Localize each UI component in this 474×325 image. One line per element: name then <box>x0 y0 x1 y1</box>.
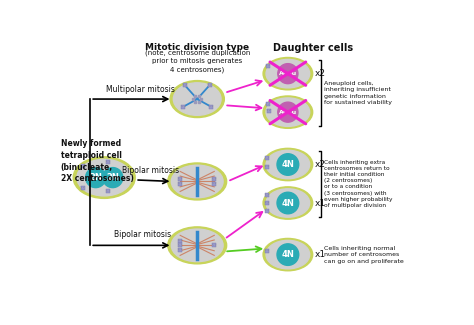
Text: Aneu: Aneu <box>279 71 297 76</box>
Ellipse shape <box>73 157 135 198</box>
Ellipse shape <box>263 148 313 181</box>
Text: Mitotic division type: Mitotic division type <box>145 43 249 52</box>
Ellipse shape <box>77 159 131 196</box>
Ellipse shape <box>263 187 313 219</box>
Text: 2N: 2N <box>89 173 102 182</box>
Text: Newly formed
tetraploid cell
(binucleate,
2X centrosomes): Newly formed tetraploid cell (binucleate… <box>61 139 134 184</box>
Text: x2: x2 <box>315 69 326 78</box>
Text: 4N: 4N <box>282 250 294 259</box>
Text: (note, centrosome duplication
prior to mitosis generates
4 centrosomes): (note, centrosome duplication prior to m… <box>145 50 250 73</box>
Ellipse shape <box>168 227 227 264</box>
Text: 4N: 4N <box>282 160 294 169</box>
Ellipse shape <box>263 58 313 90</box>
Ellipse shape <box>266 98 310 126</box>
Text: Daughter cells: Daughter cells <box>273 43 353 53</box>
Circle shape <box>277 244 299 266</box>
Text: Bipolar mitosis: Bipolar mitosis <box>114 230 172 239</box>
Circle shape <box>277 192 299 214</box>
Ellipse shape <box>170 81 224 118</box>
Text: Cells inheriting normal
number of centrosomes
can go on and proliferate: Cells inheriting normal number of centro… <box>324 246 404 264</box>
Text: Bipolar mitosis: Bipolar mitosis <box>122 166 179 175</box>
Ellipse shape <box>171 229 223 262</box>
Text: Multipolar mitosis: Multipolar mitosis <box>106 85 175 95</box>
Ellipse shape <box>171 165 223 198</box>
Ellipse shape <box>266 240 310 269</box>
Text: x1: x1 <box>315 250 326 259</box>
Ellipse shape <box>263 239 313 271</box>
Circle shape <box>86 168 106 188</box>
Ellipse shape <box>266 59 310 88</box>
Text: 4N: 4N <box>282 199 294 207</box>
Circle shape <box>277 154 299 175</box>
Circle shape <box>278 102 298 122</box>
Text: 2N: 2N <box>106 173 119 182</box>
Ellipse shape <box>266 150 310 179</box>
Ellipse shape <box>168 163 227 200</box>
Text: Cells inheriting extra
centrosomes return to
their initial condition
(2 centroso: Cells inheriting extra centrosomes retur… <box>324 160 393 208</box>
Circle shape <box>278 64 298 84</box>
Ellipse shape <box>173 83 221 115</box>
Text: x2: x2 <box>315 160 326 169</box>
Circle shape <box>103 168 123 188</box>
Text: Aneuploid cells,
inheriting insufficient
genetic information
for sustained viabi: Aneuploid cells, inheriting insufficient… <box>324 81 392 105</box>
Text: x1: x1 <box>315 199 326 207</box>
Text: Aneu: Aneu <box>279 110 297 115</box>
Ellipse shape <box>263 96 313 128</box>
Ellipse shape <box>266 189 310 217</box>
